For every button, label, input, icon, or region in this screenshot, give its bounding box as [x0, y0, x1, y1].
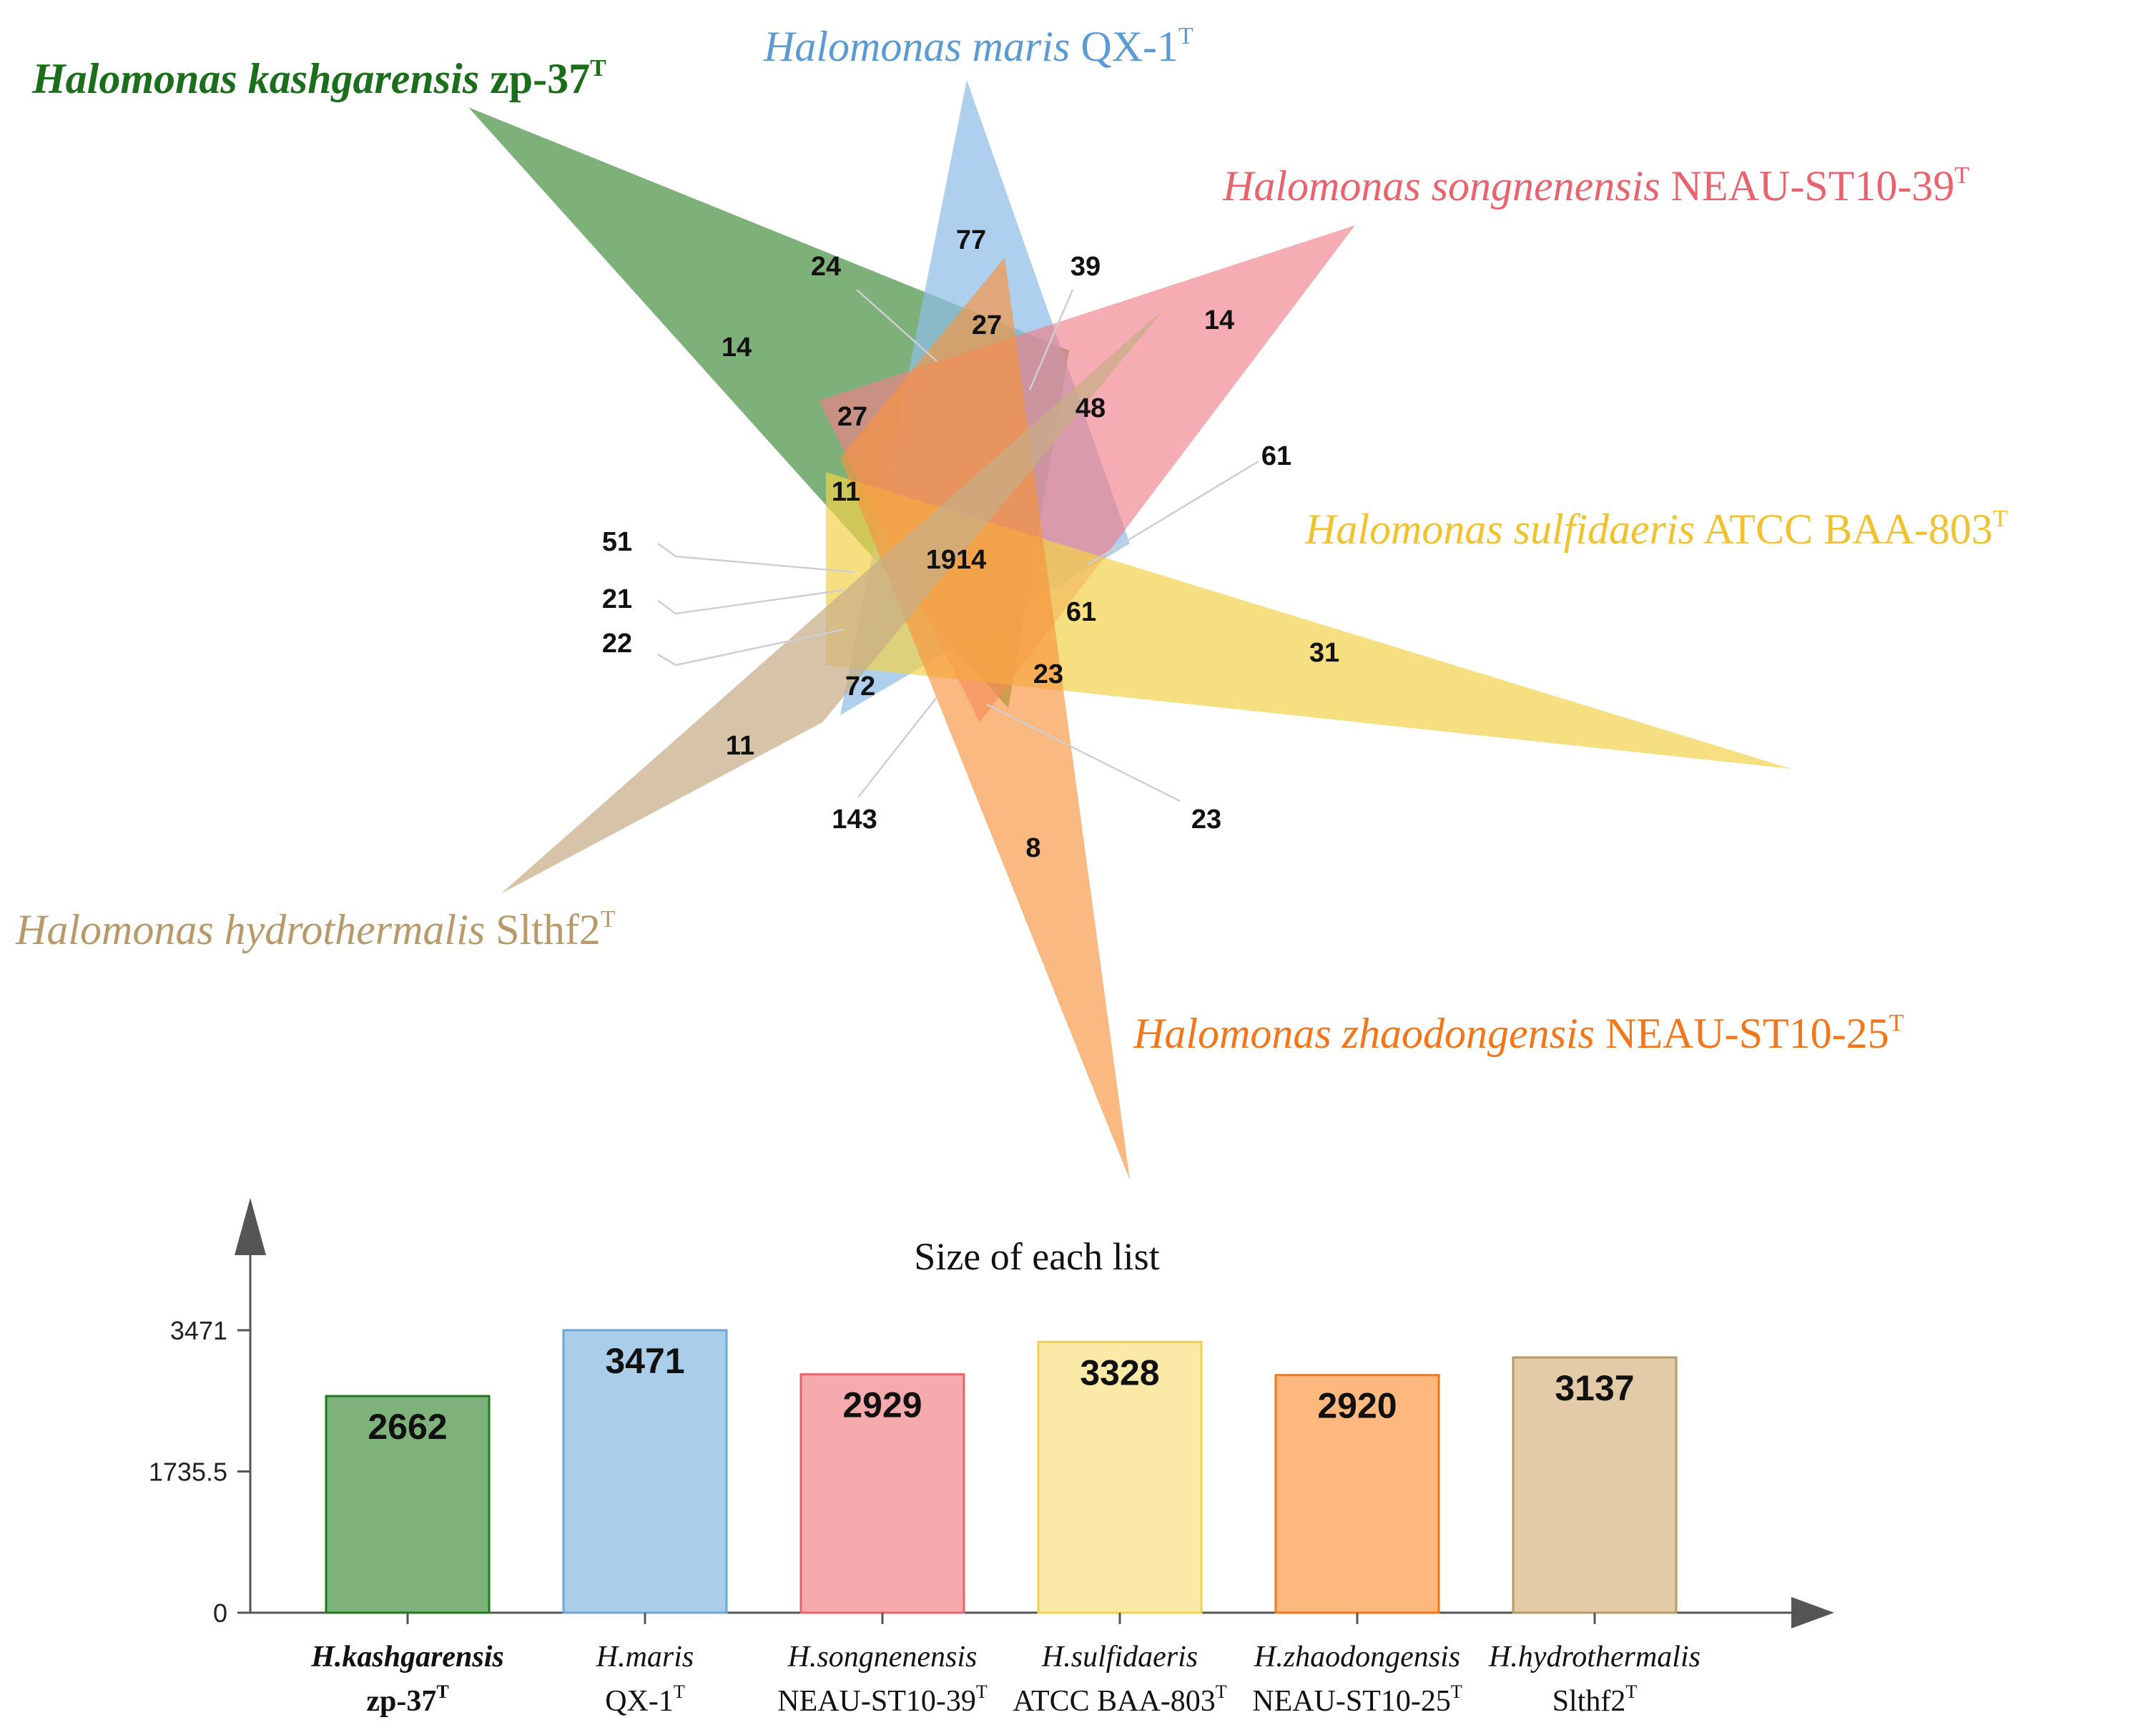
count-11: 11 — [832, 477, 860, 507]
category-strain: ATCC BAA-803 — [1013, 1685, 1216, 1718]
category-label-line1: H.sulfidaeris — [1041, 1641, 1198, 1674]
label-sulfidaeris: Halomonas sulfidaeris ATCC BAA-803T — [1304, 506, 2008, 553]
y-tick-label: 1735.5 — [149, 1458, 227, 1487]
leader-51 — [657, 542, 855, 574]
venn-diagram: 14 77 14 31 8 11 24 39 27 27 48 61 11 19… — [15, 23, 2008, 1180]
count-songnenensis-only: 14 — [1204, 305, 1234, 335]
bar — [1037, 1340, 1203, 1614]
category-superscript: T — [976, 1681, 988, 1702]
category-label-line1: H.maris — [596, 1641, 694, 1674]
label-kashgarensis: Halomonas kashgarensis zp-37T — [31, 55, 606, 102]
venn-shape-hydrothermalis — [501, 308, 1166, 894]
count-core: 1914 — [926, 545, 987, 575]
category-superscript: T — [1451, 1681, 1462, 1702]
category-label-line2: ATCC BAA-803T — [1013, 1681, 1227, 1718]
category-superscript: T — [1625, 1681, 1637, 1702]
bar-value-labels: 2662 3471 2929 3328 2920 3137 — [368, 1341, 1634, 1447]
category-strain: zp-37 — [366, 1685, 436, 1718]
x-axis-arrow — [1791, 1597, 1834, 1628]
category-label-line2: QX-1T — [605, 1681, 685, 1718]
category-superscript: T — [436, 1681, 448, 1702]
leader-22 — [657, 628, 845, 667]
count-24: 24 — [811, 252, 841, 282]
leader-143 — [857, 697, 937, 798]
count-72: 72 — [845, 672, 875, 702]
venn-shape-sulfidaeris — [826, 472, 1791, 769]
venn-shape-zhaodongensis — [840, 257, 1130, 1180]
count-61a: 61 — [1261, 441, 1291, 471]
category-label-line1: H.hydrothermalis — [1488, 1641, 1700, 1674]
venn-counts: 14 77 14 31 8 11 24 39 27 27 48 61 11 19… — [602, 225, 1339, 863]
venn-set-labels: Halomonas kashgarensis zp-37T Halomonas … — [15, 23, 2008, 1057]
label-zhaodongensis: Halomonas zhaodongensis NEAU-ST10-25T — [1133, 1010, 1904, 1057]
category-superscript: T — [674, 1681, 685, 1702]
chart-title: Size of each list — [914, 1235, 1159, 1278]
bar — [799, 1373, 965, 1614]
category-label-line2: zp-37T — [366, 1681, 448, 1718]
bar — [562, 1329, 728, 1614]
leader-24 — [856, 289, 937, 362]
x-ticks — [406, 1613, 1596, 1624]
label-maris: Halomonas maris QX-1T — [763, 23, 1193, 70]
leader-21 — [657, 589, 845, 615]
count-21: 21 — [602, 584, 632, 614]
count-39: 39 — [1070, 252, 1101, 282]
bar — [1274, 1374, 1440, 1614]
label-songnenensis: Halomonas songnenensis NEAU-ST10-39T — [1222, 162, 1969, 210]
count-sulfidaeris-only: 31 — [1309, 638, 1339, 668]
count-27b: 27 — [837, 402, 867, 432]
category-label-line1: H.songnenensis — [787, 1641, 978, 1674]
category-strain: NEAU-ST10-39 — [777, 1685, 976, 1718]
bar-chart: Size of each list 0 1735.5 3471 2662 3471 29… — [149, 1198, 1834, 1718]
count-maris-only: 77 — [956, 225, 986, 255]
count-61b: 61 — [1066, 597, 1096, 627]
count-kashgarensis-only: 14 — [722, 333, 752, 363]
label-hydrothermalis: Halomonas hydrothermalis Slthf2T — [15, 906, 616, 953]
y-ticks: 0 1735.5 3471 — [149, 1316, 250, 1628]
bar-value-label: 2929 — [842, 1385, 922, 1425]
count-27a: 27 — [972, 310, 1002, 340]
category-strain: Slthf2 — [1552, 1685, 1626, 1718]
count-51: 51 — [602, 527, 632, 557]
leader-23b — [986, 703, 1181, 802]
bar — [1512, 1356, 1678, 1614]
bar-value-label: 2920 — [1317, 1386, 1397, 1426]
category-label-line2: NEAU-ST10-25T — [1252, 1681, 1462, 1718]
category-labels: H.kashgarensiszp-37TH.marisQX-1TH.songne… — [310, 1641, 1700, 1718]
count-23a: 23 — [1033, 659, 1063, 689]
bars — [325, 1329, 1678, 1614]
bar-value-label: 2662 — [368, 1407, 447, 1447]
category-label-line1: H.kashgarensis — [310, 1641, 504, 1674]
leader-39 — [1028, 289, 1074, 390]
category-label-line2: NEAU-ST10-39T — [777, 1681, 988, 1718]
y-tick-label: 0 — [213, 1598, 227, 1628]
count-zhaodongensis-only: 8 — [1025, 833, 1040, 863]
bar-value-label: 3328 — [1080, 1352, 1159, 1392]
category-strain: QX-1 — [605, 1685, 674, 1718]
count-23b: 23 — [1191, 805, 1221, 835]
y-tick-label: 3471 — [170, 1316, 227, 1345]
count-22: 22 — [602, 629, 632, 659]
bar-value-label: 3471 — [605, 1341, 684, 1381]
bar-value-label: 3137 — [1555, 1368, 1634, 1408]
leader-61a — [1086, 460, 1259, 566]
count-143: 143 — [832, 805, 877, 835]
count-hydrothermalis-only: 11 — [726, 731, 754, 761]
category-label-line1: H.zhaodongensis — [1254, 1641, 1460, 1674]
count-48: 48 — [1075, 393, 1106, 423]
category-strain: NEAU-ST10-25 — [1252, 1685, 1451, 1718]
category-superscript: T — [1216, 1681, 1227, 1702]
leader-lines — [657, 289, 1259, 802]
category-label-line2: Slthf2T — [1552, 1681, 1638, 1718]
y-axis-arrow — [235, 1198, 266, 1255]
